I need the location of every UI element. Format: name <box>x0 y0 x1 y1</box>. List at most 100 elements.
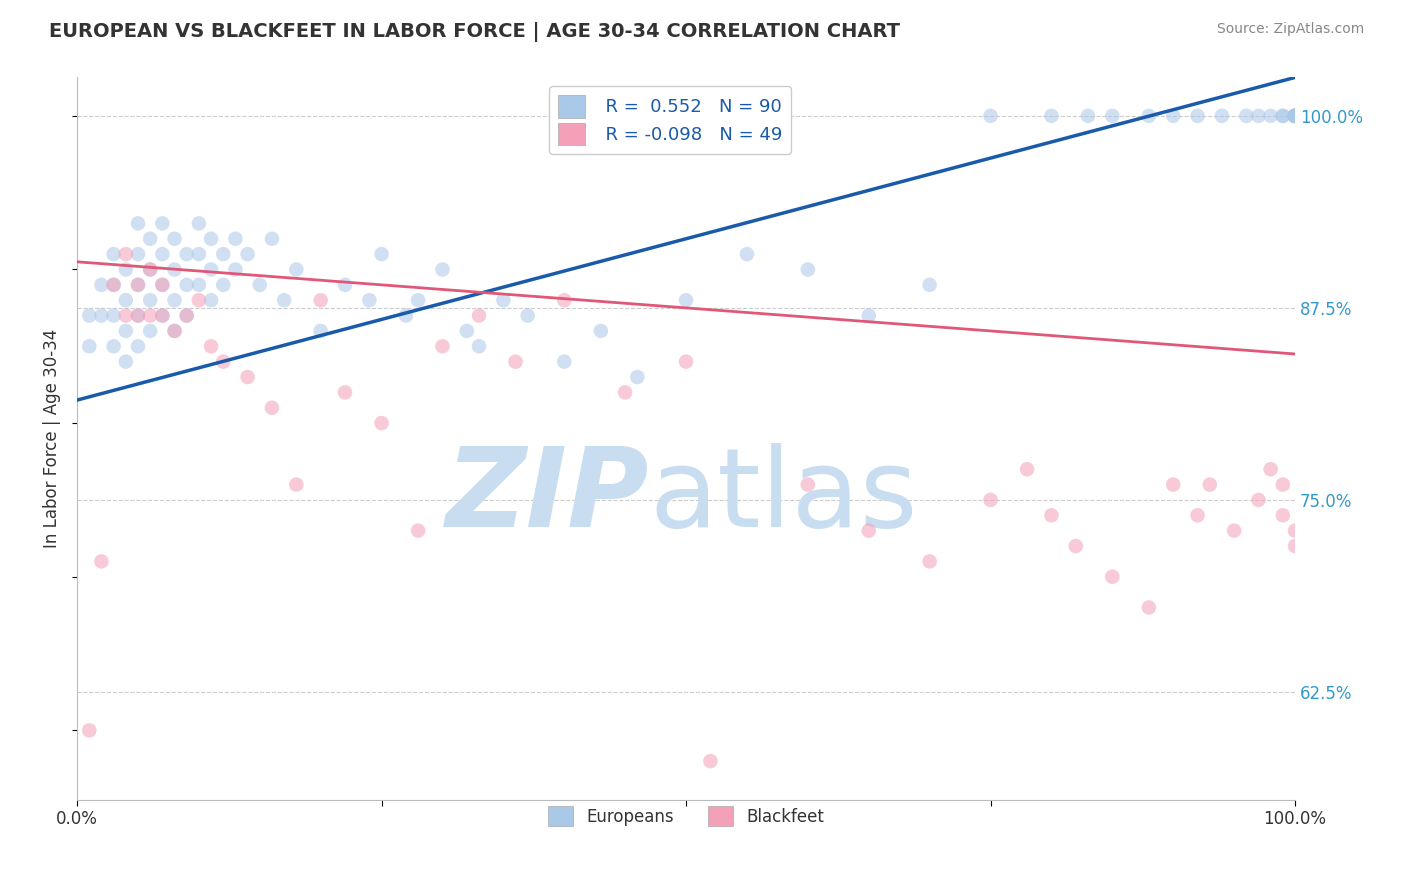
Point <box>212 354 235 368</box>
Point <box>249 277 271 292</box>
Point <box>114 354 136 368</box>
Point <box>1064 539 1087 553</box>
Point <box>1271 109 1294 123</box>
Point <box>1271 508 1294 523</box>
Point <box>103 277 125 292</box>
Point <box>1284 109 1306 123</box>
Point <box>90 554 112 568</box>
Point <box>187 277 209 292</box>
Text: atlas: atlas <box>650 442 918 549</box>
Point <box>1284 524 1306 538</box>
Point <box>1284 109 1306 123</box>
Point <box>139 309 162 323</box>
Point <box>90 277 112 292</box>
Point <box>1284 109 1306 123</box>
Point <box>1271 477 1294 491</box>
Point <box>187 216 209 230</box>
Point <box>127 309 149 323</box>
Text: ZIP: ZIP <box>446 442 650 549</box>
Point <box>1284 109 1306 123</box>
Point <box>309 293 332 308</box>
Point <box>492 293 515 308</box>
Point <box>1247 492 1270 507</box>
Point <box>1271 109 1294 123</box>
Point <box>103 309 125 323</box>
Point <box>127 216 149 230</box>
Point <box>163 262 186 277</box>
Point <box>1284 109 1306 123</box>
Point <box>127 247 149 261</box>
Point <box>176 309 198 323</box>
Point <box>1187 109 1209 123</box>
Point <box>359 293 381 308</box>
Point <box>200 262 222 277</box>
Point <box>273 293 295 308</box>
Point <box>176 277 198 292</box>
Point <box>918 277 941 292</box>
Point <box>176 309 198 323</box>
Point <box>1284 539 1306 553</box>
Point <box>150 309 173 323</box>
Point <box>139 232 162 246</box>
Point <box>77 339 100 353</box>
Point <box>90 309 112 323</box>
Point <box>1015 462 1038 476</box>
Point <box>1260 462 1282 476</box>
Point <box>797 477 820 491</box>
Point <box>176 247 198 261</box>
Point <box>127 277 149 292</box>
Point <box>139 324 162 338</box>
Point <box>432 339 454 353</box>
Point <box>1187 508 1209 523</box>
Point <box>200 339 222 353</box>
Point <box>224 232 246 246</box>
Point <box>505 354 527 368</box>
Point <box>1161 477 1184 491</box>
Text: Source: ZipAtlas.com: Source: ZipAtlas.com <box>1216 22 1364 37</box>
Point <box>1161 109 1184 123</box>
Point <box>187 293 209 308</box>
Point <box>150 309 173 323</box>
Point <box>797 262 820 277</box>
Point <box>395 309 418 323</box>
Point <box>468 309 491 323</box>
Point <box>1040 109 1063 123</box>
Point <box>127 339 149 353</box>
Point <box>1284 109 1306 123</box>
Point <box>589 324 612 338</box>
Point <box>1077 109 1099 123</box>
Point <box>236 370 259 384</box>
Point <box>163 293 186 308</box>
Point <box>333 385 356 400</box>
Point <box>735 247 758 261</box>
Point <box>516 309 538 323</box>
Point <box>114 309 136 323</box>
Point <box>432 262 454 277</box>
Point <box>1247 109 1270 123</box>
Point <box>163 232 186 246</box>
Point <box>260 232 283 246</box>
Point <box>675 354 697 368</box>
Point <box>114 262 136 277</box>
Point <box>77 309 100 323</box>
Point <box>456 324 478 338</box>
Point <box>699 754 721 768</box>
Point <box>406 293 429 308</box>
Point <box>1101 109 1123 123</box>
Point <box>150 277 173 292</box>
Point <box>980 109 1002 123</box>
Point <box>1198 477 1220 491</box>
Legend: Europeans, Blackfeet: Europeans, Blackfeet <box>540 797 832 835</box>
Point <box>1234 109 1257 123</box>
Point <box>1260 109 1282 123</box>
Point <box>980 492 1002 507</box>
Point <box>150 247 173 261</box>
Point <box>127 309 149 323</box>
Point <box>309 324 332 338</box>
Point <box>139 262 162 277</box>
Point <box>150 277 173 292</box>
Y-axis label: In Labor Force | Age 30-34: In Labor Force | Age 30-34 <box>44 329 60 548</box>
Point <box>212 277 235 292</box>
Point <box>1284 109 1306 123</box>
Point <box>139 293 162 308</box>
